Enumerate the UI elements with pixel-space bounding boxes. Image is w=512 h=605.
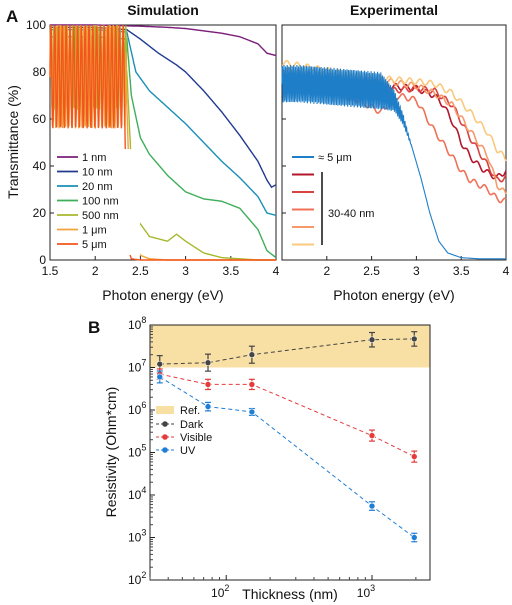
panel-letter-a: A: [6, 7, 18, 26]
res-point-dark: [248, 351, 256, 359]
res-point-uv: [204, 403, 212, 410]
resistivity-y-axis-label: Resistivity (Ohm*cm): [103, 387, 119, 518]
res-x-tick-label: 103: [357, 583, 375, 600]
res-point-dark: [368, 336, 376, 344]
exp-x-tick-label: 2.5: [363, 264, 380, 278]
sim-y-tick-label: 60: [33, 112, 47, 126]
res-point-dark: [204, 359, 212, 366]
experimental-title: Experimental: [350, 2, 438, 18]
res-legend-label-ref: Ref.: [180, 405, 200, 417]
exp-x-tick-label: 3.5: [453, 264, 470, 278]
sim-y-tick-label: 20: [33, 206, 47, 220]
resistivity-x-axis-label: Thickness (nm): [242, 586, 338, 602]
res-point-uv: [410, 534, 418, 541]
simulation-x-axis-label: Photon energy (eV): [102, 287, 223, 303]
res-point-uv: [156, 373, 164, 381]
sim-y-tick-label: 0: [39, 253, 46, 267]
sim-x-tick-label: 4: [273, 264, 280, 278]
panel-letter-b: B: [88, 318, 100, 337]
simulation-title: Simulation: [127, 2, 199, 18]
exp-x-tick-label: 2: [323, 264, 330, 278]
exp-legend-background: [288, 149, 384, 253]
res-legend-label-uv: UV: [180, 445, 196, 457]
res-point-dark: [156, 360, 164, 368]
sim-series-5-m: [49, 24, 276, 261]
sim-legend-label-20-nm: 20 nm: [82, 181, 113, 193]
sim-y-tick-label: 80: [33, 65, 47, 79]
simulation-y-axis-label: Transmittance (%): [5, 85, 21, 199]
sim-legend-label-100-nm: 100 nm: [82, 196, 119, 208]
res-series-line-uv: [159, 376, 415, 538]
res-point-uv: [368, 502, 376, 510]
sim-y-tick-label: 40: [33, 159, 47, 173]
sim-legend-background: [54, 149, 140, 255]
sim-legend-label-1-nm: 1 nm: [82, 152, 106, 164]
res-point-visible: [248, 381, 256, 388]
res-point-dark: [410, 335, 418, 343]
res-point-uv: [248, 408, 256, 416]
res-y-tick-label: 105: [128, 443, 146, 460]
res-legend-swatch-ref: [156, 406, 174, 414]
sim-x-tick-label: 1.5: [42, 264, 59, 278]
exp-x-tick-label: 4: [503, 264, 510, 278]
simulation-legend: 1 nm 10 nm 20 nm 100 nm 500 nm 1 μm 5 μm: [54, 149, 140, 255]
res-point-visible: [368, 432, 376, 439]
sim-y-tick-label: 100: [26, 18, 46, 32]
sim-legend-label-5-m: 5 μm: [82, 239, 107, 251]
exp-legend-label-5-m: ≈ 5 μm: [318, 152, 352, 164]
sim-x-tick-label: 2: [92, 264, 99, 278]
sim-x-tick-label: 3.5: [222, 264, 239, 278]
sim-series-1-nm: [50, 24, 277, 57]
experimental-plot-frame: [281, 24, 507, 261]
exp-legend-bracket-label: 30-40 nm: [328, 208, 374, 220]
sim-x-tick-label: 3: [182, 264, 189, 278]
res-y-tick-label: 102: [128, 570, 146, 587]
sim-x-tick-label: 2.5: [132, 264, 149, 278]
experimental-legend: ≈ 5 μm 30-40 nm: [288, 149, 384, 253]
experimental-x-axis-label: Photon energy (eV): [333, 287, 454, 303]
res-y-tick-label: 106: [128, 400, 146, 417]
sim-legend-label-1-m: 1 μm: [82, 225, 107, 237]
exp-series-5um: [281, 64, 506, 260]
experimental-chart: Experimental 2 2.5 3 3.5 4 ≈ 5 μm 30-40 nm Ph…: [281, 2, 510, 303]
res-y-tick-label: 104: [128, 485, 146, 502]
res-x-tick-label: 102: [211, 583, 229, 600]
res-point-visible: [204, 381, 212, 388]
reference-band: [150, 325, 430, 368]
res-y-tick-label: 108: [128, 315, 146, 332]
res-point-visible: [410, 453, 418, 460]
res-legend-marker-uv: [162, 447, 168, 453]
res-y-tick-label: 103: [128, 528, 146, 545]
res-legend-label-visible: Visible: [180, 432, 212, 444]
res-y-tick-label: 107: [128, 358, 146, 375]
res-legend-marker-visible: [162, 434, 168, 440]
sim-legend-label-500-nm: 500 nm: [82, 210, 119, 222]
res-legend-marker-dark: [162, 421, 168, 427]
resistivity-chart: 102 103 104 105 106 107 108 102 103 Ref. DarkVisi…: [103, 315, 431, 602]
res-legend-label-dark: Dark: [180, 419, 204, 431]
exp-x-tick-label: 3: [413, 264, 420, 278]
sim-legend-label-10-nm: 10 nm: [82, 167, 113, 179]
